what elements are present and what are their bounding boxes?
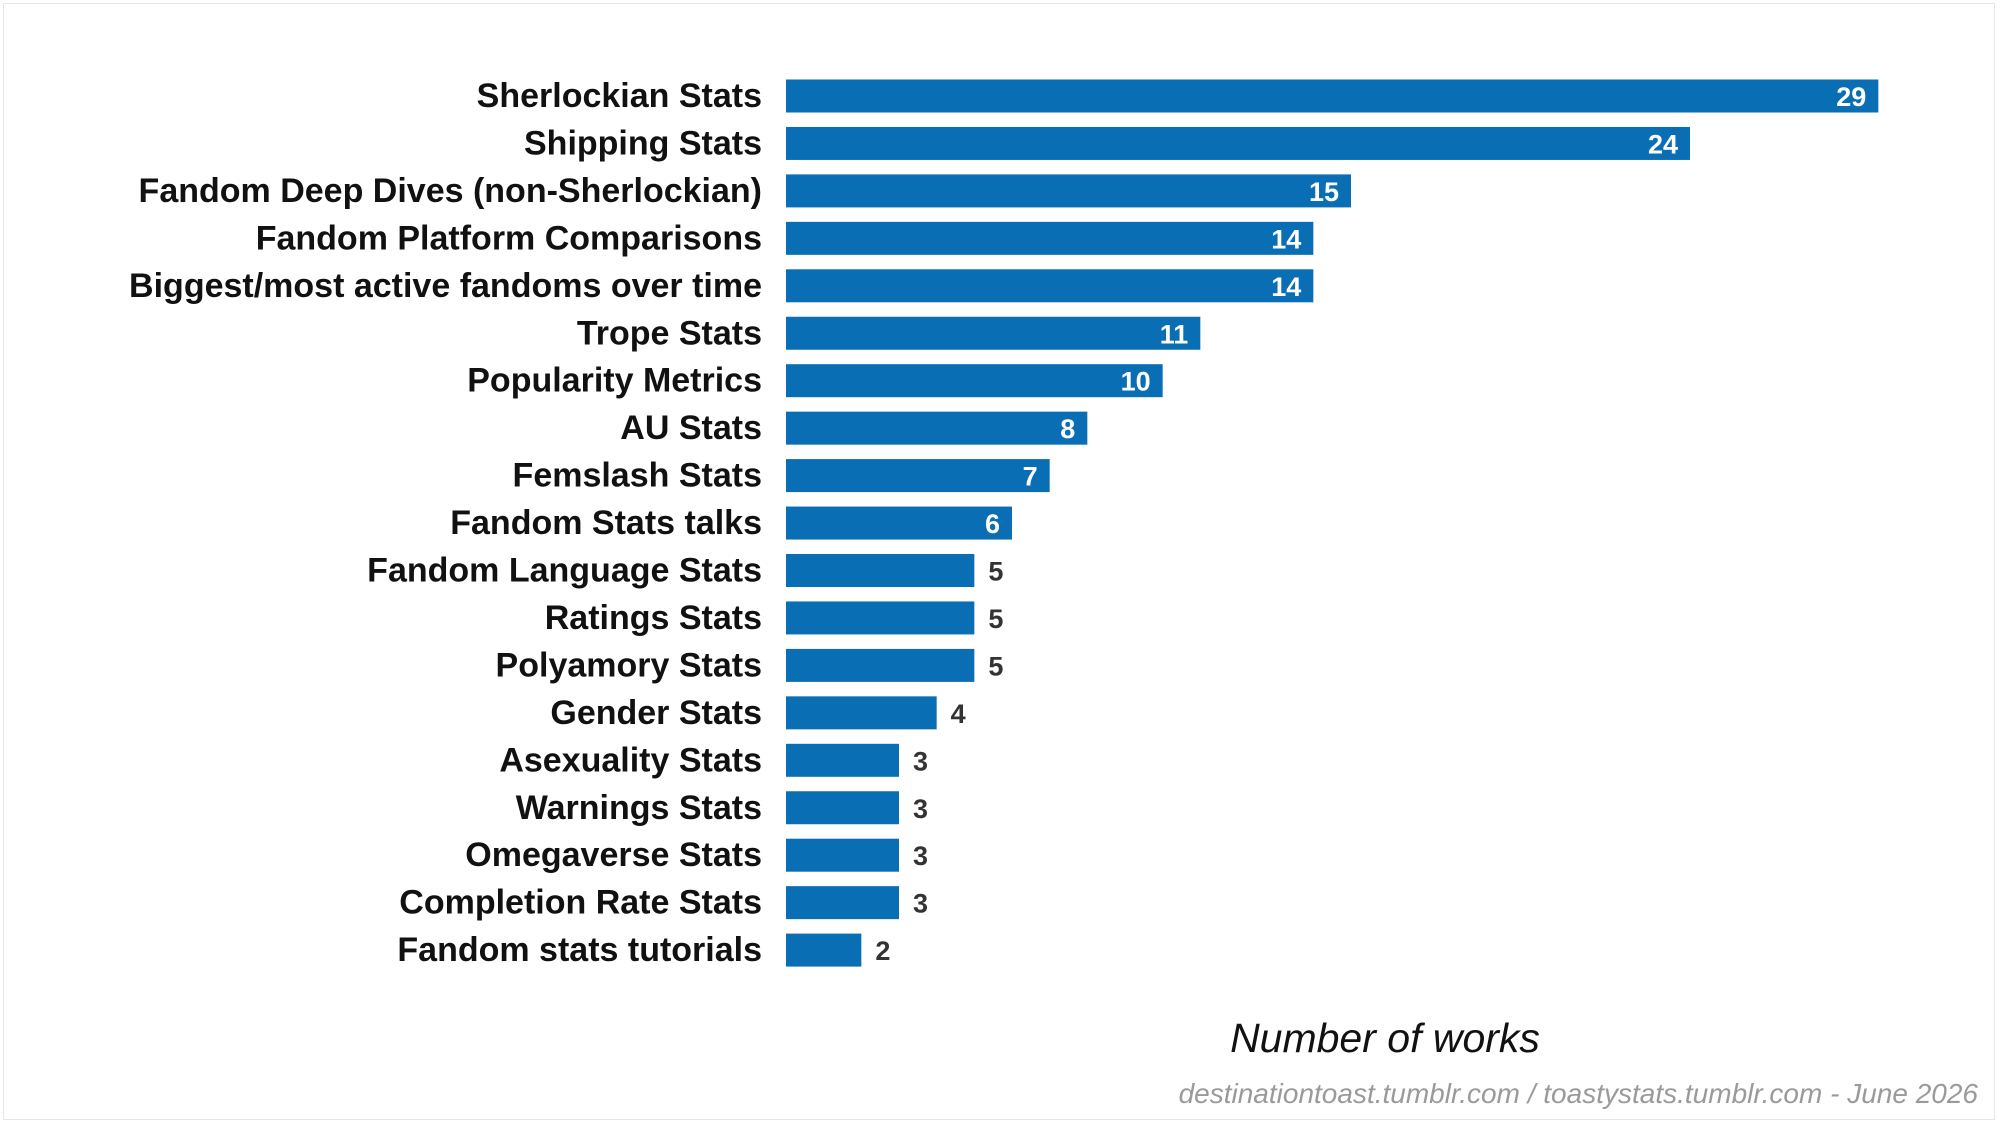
bar-trope-stats xyxy=(786,316,1201,350)
category-label-asexuality-stats: Asexuality Stats xyxy=(499,741,762,779)
category-label-fandom-stats-tutorials: Fandom stats tutorials xyxy=(397,931,762,969)
category-label-fandom-language-stats: Fandom Language Stats xyxy=(367,552,762,590)
category-label-completion-rate-stats: Completion Rate Stats xyxy=(399,884,762,922)
x-axis-title: Number of works xyxy=(1230,1015,1540,1061)
bar-biggest-most-active-fandoms-over-time xyxy=(786,269,1314,303)
value-label-trope-stats: 11 xyxy=(1160,319,1189,349)
bar-au-stats xyxy=(786,411,1088,445)
value-label-fandom-language-stats: 5 xyxy=(988,557,1003,587)
bar-fandom-stats-talks xyxy=(786,506,1012,540)
value-label-au-stats: 8 xyxy=(1060,414,1075,444)
bars-layer xyxy=(786,79,1879,967)
credit-text: destinationtoast.tumblr.com / toastystat… xyxy=(1178,1078,1978,1109)
value-label-shipping-stats: 24 xyxy=(1648,129,1678,159)
bar-completion-rate-stats xyxy=(786,886,899,920)
category-label-femslash-stats: Femslash Stats xyxy=(513,457,762,495)
category-label-fandom-stats-talks: Fandom Stats talks xyxy=(450,504,762,542)
bar-ratings-stats xyxy=(786,601,975,635)
value-label-asexuality-stats: 3 xyxy=(913,746,928,776)
value-label-gender-stats: 4 xyxy=(951,699,966,729)
category-label-fandom-platform-comparisons: Fandom Platform Comparisons xyxy=(256,219,762,257)
category-label-shipping-stats: Shipping Stats xyxy=(524,124,762,162)
category-label-warnings-stats: Warnings Stats xyxy=(516,789,762,827)
category-label-polyamory-stats: Polyamory Stats xyxy=(496,646,762,684)
bar-fandom-language-stats xyxy=(786,554,975,587)
category-label-gender-stats: Gender Stats xyxy=(550,694,762,732)
category-label-au-stats: AU Stats xyxy=(620,409,762,447)
value-label-fandom-stats-talks: 6 xyxy=(985,509,1000,539)
category-label-trope-stats: Trope Stats xyxy=(577,314,762,352)
value-label-sherlockian-stats: 29 xyxy=(1836,82,1866,112)
bar-polyamory-stats xyxy=(786,648,975,682)
bar-fandom-deep-dives-non-sherlockian xyxy=(786,174,1351,208)
category-label-sherlockian-stats: Sherlockian Stats xyxy=(477,77,762,115)
bar-warnings-stats xyxy=(786,791,899,825)
value-label-fandom-deep-dives-non-sherlockian: 15 xyxy=(1309,177,1339,207)
category-label-ratings-stats: Ratings Stats xyxy=(545,599,762,637)
category-label-omegaverse-stats: Omegaverse Stats xyxy=(465,836,762,874)
value-label-completion-rate-stats: 3 xyxy=(913,889,928,919)
bar-popularity-metrics xyxy=(786,364,1163,398)
bar-shipping-stats xyxy=(786,126,1690,160)
category-label-fandom-deep-dives-non-sherlockian: Fandom Deep Dives (non-Sherlockian) xyxy=(139,172,762,210)
bar-omegaverse-stats xyxy=(786,838,899,872)
value-label-ratings-stats: 5 xyxy=(988,604,1003,634)
category-labels-layer: Sherlockian Stats Shipping Stats Fandom De… xyxy=(129,77,762,969)
value-label-fandom-stats-tutorials: 2 xyxy=(875,936,890,966)
bar-sherlockian-stats xyxy=(786,79,1879,113)
bar-fandom-stats-tutorials xyxy=(786,933,862,967)
value-label-biggest-most-active-fandoms-over-time: 14 xyxy=(1271,272,1301,302)
value-label-warnings-stats: 3 xyxy=(913,794,928,824)
value-label-femslash-stats: 7 xyxy=(1023,462,1038,492)
category-label-popularity-metrics: Popularity Metrics xyxy=(467,362,762,400)
value-label-omegaverse-stats: 3 xyxy=(913,841,928,871)
value-label-popularity-metrics: 10 xyxy=(1121,367,1151,397)
bar-gender-stats xyxy=(786,696,937,730)
bar-asexuality-stats xyxy=(786,743,899,777)
bar-femslash-stats xyxy=(786,459,1050,493)
value-label-fandom-platform-comparisons: 14 xyxy=(1271,224,1301,254)
value-label-polyamory-stats: 5 xyxy=(988,651,1003,681)
category-label-biggest-most-active-fandoms-over-time: Biggest/most active fandoms over time xyxy=(129,267,762,305)
bar-fandom-platform-comparisons xyxy=(786,221,1314,255)
